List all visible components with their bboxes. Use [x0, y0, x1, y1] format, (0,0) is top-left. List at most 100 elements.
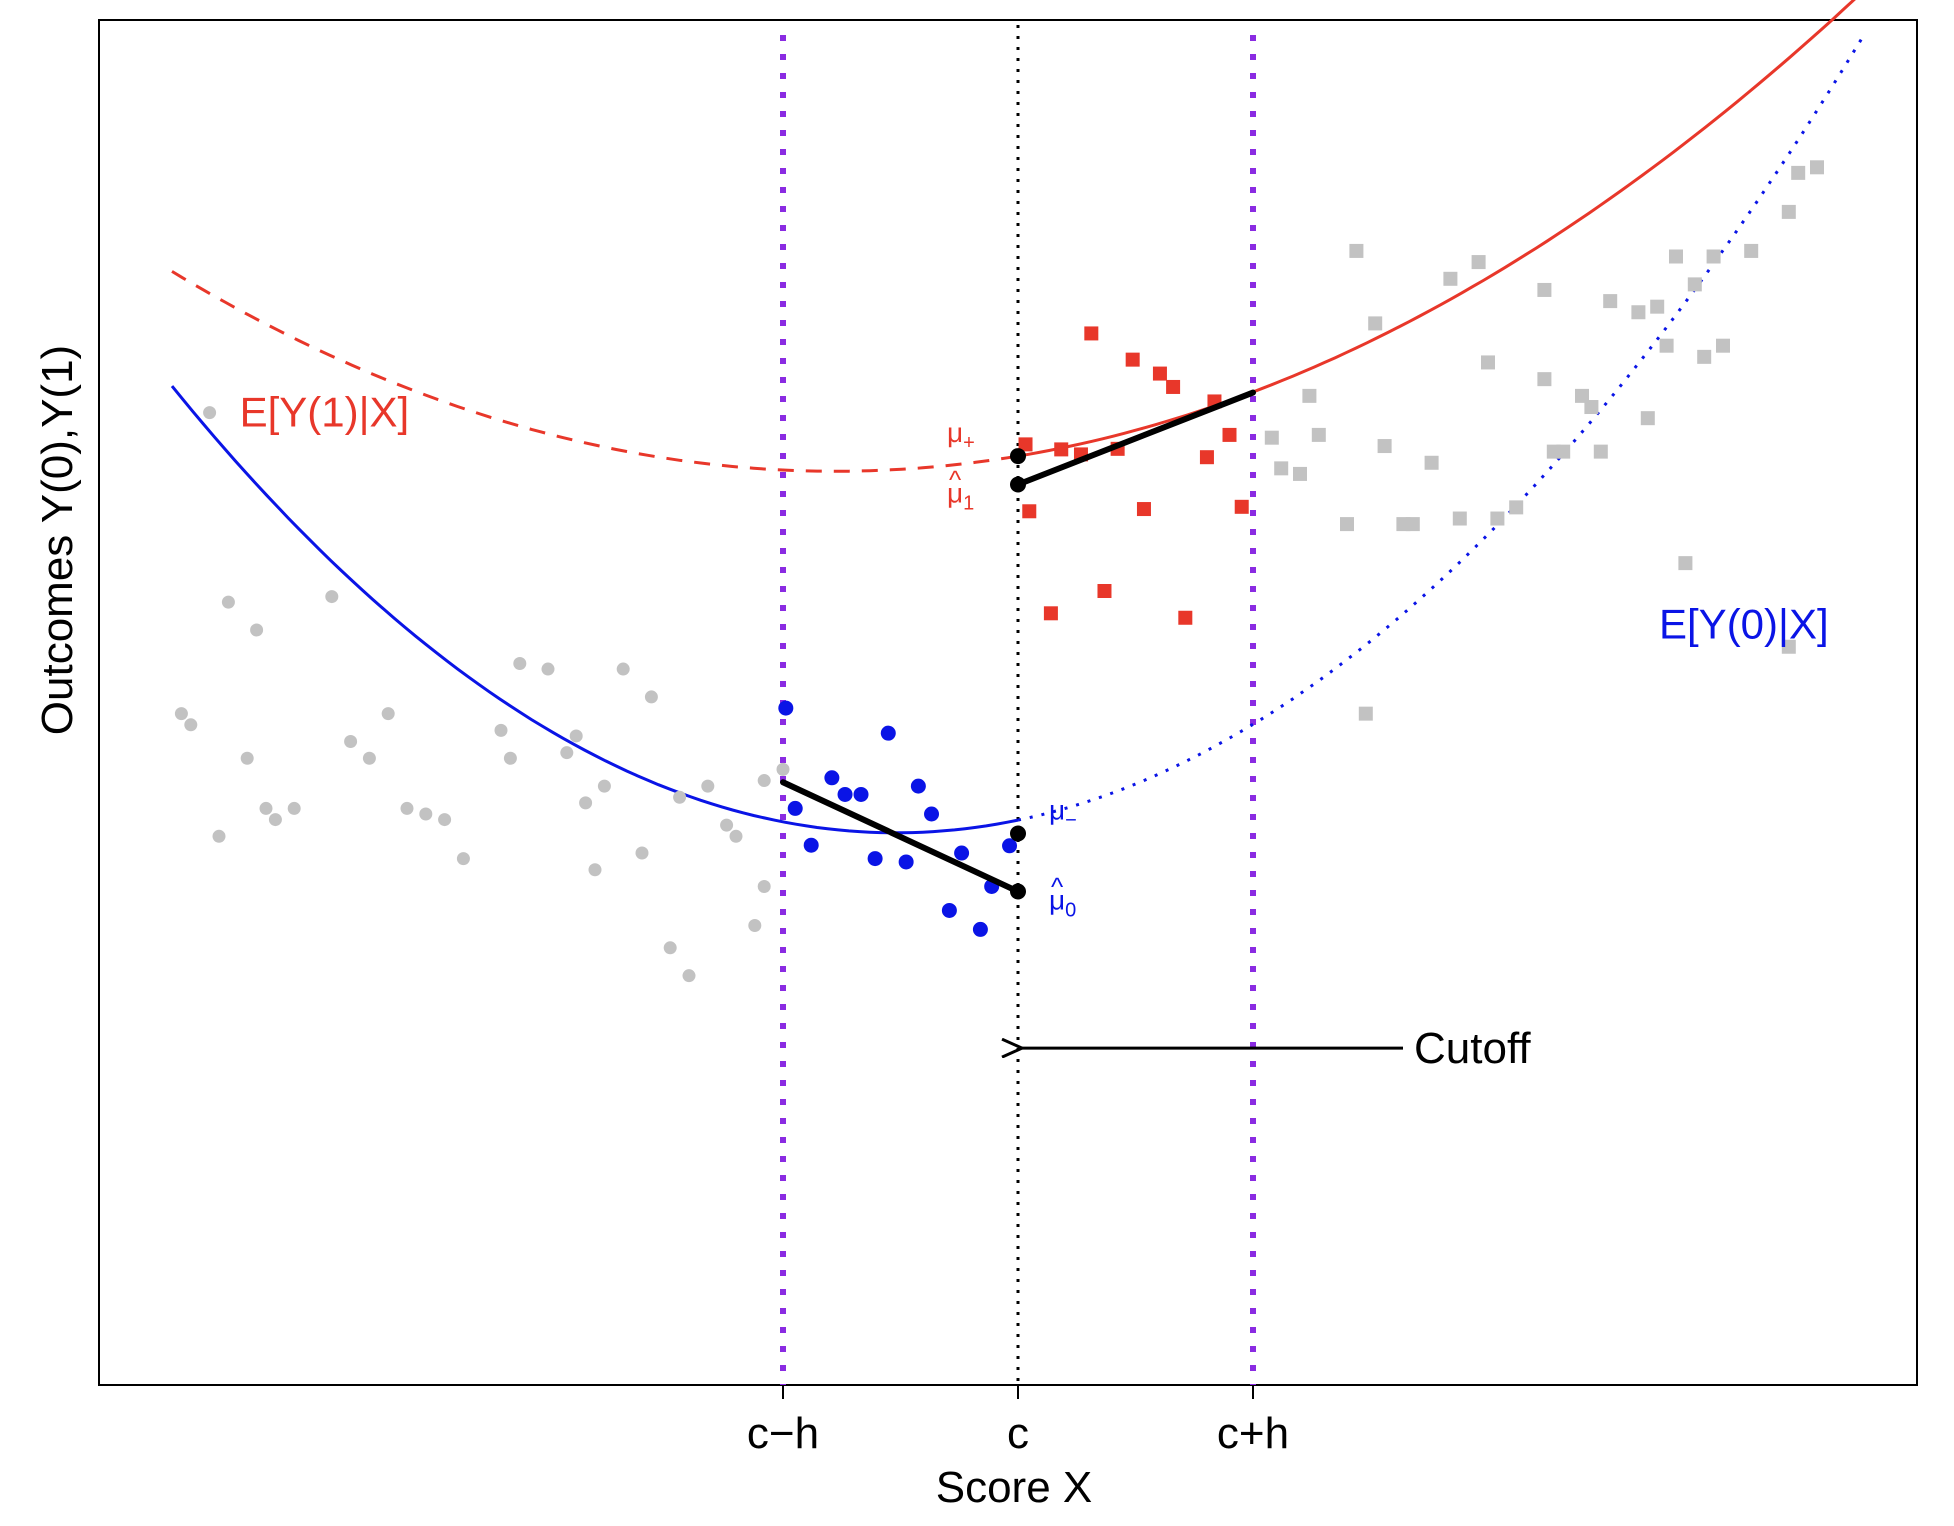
- series-1-point-5: [880, 725, 896, 741]
- points-layer: [174, 160, 1824, 983]
- series-1-point-15: [972, 921, 988, 937]
- series-2-point-13: [400, 801, 414, 815]
- series-1-point-1: [787, 800, 803, 816]
- series-3-point-17: [1509, 500, 1524, 515]
- series-3-point-38: [1781, 639, 1796, 654]
- series-1-point-12: [1002, 838, 1018, 854]
- series-1-point-2: [824, 770, 840, 786]
- series-2-point-20: [541, 662, 555, 676]
- plot-frame: [98, 19, 1918, 1386]
- axes-layer: Score X Outcomes Y(0),Y(1) Cutoff c−h c c+…: [33, 345, 1531, 1512]
- series-2-point-24: [616, 662, 630, 676]
- series-3-point-31: [1697, 349, 1712, 364]
- curve-1-segment-0: [170, 385, 1019, 835]
- series-3-point-39: [1659, 338, 1674, 353]
- series-0-point-4: [1084, 326, 1099, 341]
- series-1-point-7: [924, 806, 940, 822]
- series-3-point-1: [1274, 461, 1289, 476]
- x-axis-title: Score X: [936, 1463, 1093, 1512]
- series-3-point-21: [1575, 388, 1589, 403]
- series-3-point-2: [1293, 466, 1307, 481]
- series-3-point-32: [1706, 249, 1721, 264]
- series-3-point-35: [1781, 204, 1796, 219]
- series-3-point-6: [1349, 243, 1364, 258]
- x-tick-label-0: c−h: [747, 1409, 819, 1458]
- series-1-point-8: [803, 837, 819, 853]
- series-2-point-14: [419, 807, 433, 821]
- series-3-point-5: [1340, 517, 1354, 532]
- series-1-point-6: [910, 778, 926, 794]
- series-3-point-29: [1678, 556, 1693, 571]
- series-3-point-11: [1424, 455, 1439, 470]
- series-2-point-1: [221, 595, 235, 609]
- series-2-point-17: [494, 723, 508, 737]
- series-2-point-37: [757, 879, 771, 893]
- series-1-point-4: [853, 786, 869, 802]
- series-1-point-14: [941, 902, 957, 918]
- labels-layer: μ+μ1^μ−μ0^E[Y(1)|X]E[Y(0)|X]: [240, 389, 1829, 922]
- series-2-point-26: [644, 690, 658, 704]
- series-2-point-10: [344, 735, 358, 749]
- y-axis-title: Outcomes Y(0),Y(1): [33, 345, 82, 735]
- series-2-point-16: [456, 852, 470, 866]
- estimate-dot-mu0_hat: [1010, 883, 1026, 900]
- series-3-point-20: [1556, 444, 1571, 459]
- series-2-point-27: [635, 846, 649, 860]
- curve-1-segment-1: [1017, 34, 1866, 822]
- series-3-point-27: [1650, 299, 1665, 314]
- series-3-point-25: [1631, 305, 1646, 320]
- series-0-point-10: [1222, 427, 1237, 442]
- series-2-point-35: [748, 919, 762, 932]
- series-0-point-9: [1199, 450, 1214, 465]
- series-1-point-3: [837, 786, 853, 802]
- series-2-point-28: [663, 941, 677, 955]
- series-3-point-12: [1443, 271, 1458, 286]
- series-2-point-0: [203, 406, 217, 420]
- series-2-point-4: [184, 718, 198, 732]
- series-3-point-33: [1716, 338, 1730, 353]
- series-2-point-23: [597, 779, 611, 793]
- series-0-point-0: [1018, 437, 1033, 452]
- cutoff-annotation: Cutoff: [1414, 1024, 1531, 1073]
- series-3-point-7: [1368, 316, 1383, 331]
- estimate-label-mu_minus: μ−: [1049, 795, 1077, 832]
- estimate-label-mu1_hat: μ1: [947, 478, 974, 515]
- fit-line-1: [780, 779, 1021, 895]
- series-3-point-3: [1302, 388, 1317, 403]
- series-3-point-34: [1744, 243, 1759, 258]
- series-3-point-22: [1584, 400, 1599, 415]
- series-2-point-15: [438, 813, 452, 827]
- series-0-point-12: [1022, 504, 1037, 519]
- series-2-point-33: [729, 829, 743, 843]
- series-3-point-15: [1481, 355, 1495, 370]
- series-0-point-11: [1234, 499, 1249, 514]
- series-3-point-40: [1537, 282, 1552, 297]
- series-3-point-37: [1810, 160, 1824, 175]
- series-0-point-13: [1136, 502, 1151, 517]
- series-2-point-5: [174, 707, 188, 721]
- series-0-point-6: [1152, 366, 1167, 381]
- series-3-point-26: [1640, 411, 1655, 426]
- series-3-point-23: [1593, 444, 1608, 459]
- estimate-label-mu0_hat: μ0: [1049, 884, 1076, 921]
- series-0-point-14: [1097, 584, 1112, 598]
- series-2-point-12: [381, 707, 395, 721]
- series-3-point-18: [1537, 372, 1552, 387]
- fit-lines-layer: [780, 389, 1256, 900]
- estimate-dot-mu1_hat: [1010, 476, 1026, 493]
- series-2-point-38: [588, 863, 602, 877]
- estimate-hat-mu0_hat: ^: [1051, 871, 1064, 901]
- series-2-point-6: [240, 751, 254, 765]
- series-3-point-41: [1358, 706, 1373, 721]
- series-2-point-2: [325, 590, 339, 604]
- estimate-label-mu_plus: μ+: [947, 417, 975, 454]
- series-3-point-10: [1405, 517, 1420, 532]
- series-3-point-36: [1791, 165, 1806, 180]
- curve-label-0: E[Y(1)|X]: [240, 389, 410, 436]
- series-2-point-9: [268, 813, 282, 827]
- x-tick-label-2: c+h: [1217, 1409, 1289, 1458]
- series-3-point-24: [1603, 294, 1618, 309]
- series-2-point-25: [569, 729, 583, 743]
- series-0-point-15: [1043, 606, 1058, 621]
